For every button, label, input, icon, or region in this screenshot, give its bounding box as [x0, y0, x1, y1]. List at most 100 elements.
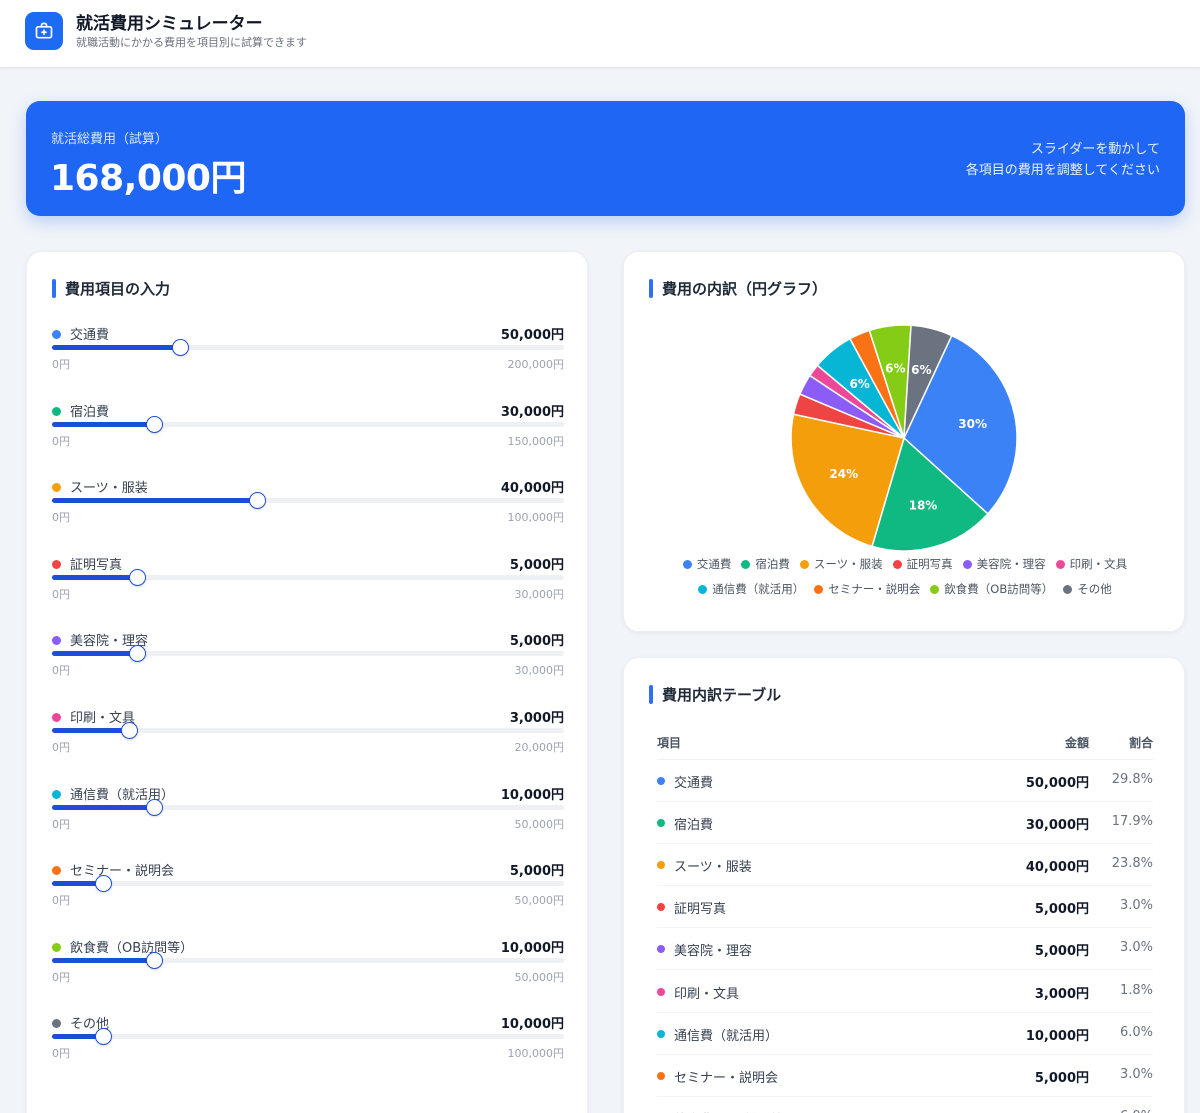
th-item[interactable]: 項目 — [657, 736, 682, 750]
slider-value: 10,000円 — [500, 787, 564, 803]
color-dot — [657, 777, 665, 785]
color-dot — [657, 861, 665, 870]
th-amount[interactable]: 金額 — [1064, 736, 1089, 750]
cost-slider[interactable] — [52, 645, 564, 663]
legend-dot — [698, 584, 708, 594]
slider-thumb[interactable] — [146, 951, 164, 969]
legend-dot — [1055, 559, 1065, 569]
row-share: 1.8% — [1119, 982, 1153, 998]
color-dot — [52, 713, 61, 722]
color-dot — [657, 987, 665, 996]
breakdown-table-card: 費用内訳テーブル 項目 金額 割合 交通費 50,000円 29.8% 宿泊費 30,0… — [623, 657, 1185, 1113]
cost-slider[interactable] — [52, 415, 564, 433]
cost-input-title: 費用項目の入力 — [52, 278, 170, 299]
table-row: 飲食費（OB訪問等） 10,000円 6.0% — [657, 1097, 1153, 1113]
slider-max-label: 20,000円 — [514, 741, 565, 754]
cost-slider[interactable] — [52, 568, 564, 586]
cost-slider[interactable] — [52, 339, 564, 356]
slider-thumb[interactable] — [95, 875, 113, 893]
legend-item[interactable]: 証明写真 — [892, 556, 953, 572]
slider-max-label: 200,000円 — [507, 358, 565, 371]
app-subtitle: 就職活動にかかる費用を項目別に試算できます — [76, 36, 307, 49]
slider-value: 5,000円 — [509, 864, 564, 880]
row-name: 美容院・理容 — [674, 944, 753, 960]
pie-slice[interactable] — [790, 413, 905, 548]
slider-label: セミナー・説明会 — [70, 864, 175, 880]
th-share[interactable]: 割合 — [1128, 736, 1153, 750]
legend-item[interactable]: セミナー・説明会 — [814, 581, 920, 597]
legend-item[interactable]: 通信費（就活用） — [698, 581, 804, 597]
slider-item: 交通費 50,000円 0円 200,000円 — [52, 324, 564, 384]
color-dot — [657, 945, 665, 954]
slider-item: 印刷・文具 3,000円 0円 20,000円 — [52, 707, 564, 767]
slider-value: 5,000円 — [509, 634, 564, 650]
slider-thumb[interactable] — [95, 1028, 113, 1046]
legend-item[interactable]: 交通費 — [682, 556, 732, 572]
slider-thumb[interactable] — [172, 339, 189, 356]
cost-slider[interactable] — [52, 722, 564, 739]
legend-dot — [741, 559, 751, 569]
slider-thumb[interactable] — [129, 568, 147, 586]
legend-item[interactable]: スーツ・服装 — [799, 556, 883, 572]
row-share: 23.8% — [1111, 856, 1153, 872]
row-share: 29.8% — [1111, 772, 1153, 787]
slider-thumb[interactable] — [120, 722, 138, 739]
color-dot — [52, 1019, 61, 1029]
slider-label: 宿泊費 — [70, 404, 110, 420]
slider-min-label: 0円 — [52, 664, 70, 678]
legend-item[interactable]: 宿泊費 — [741, 556, 790, 572]
table-row: 通信費（就活用） 10,000円 6.0% — [657, 1013, 1153, 1055]
color-dot — [52, 483, 61, 493]
legend-label: 美容院・理容 — [976, 557, 1046, 571]
slider-item: セミナー・説明会 5,000円 0円 50,000円 — [52, 860, 564, 920]
legend-dot — [962, 559, 972, 569]
slider-max-label: 100,000円 — [507, 511, 565, 525]
slider-thumb[interactable] — [129, 645, 147, 663]
cost-input-card: 費用項目の入力 交通費 50,000円 0円 200,000円 宿泊費 30,000円 0円… — [26, 251, 588, 1113]
cost-slider[interactable] — [52, 1028, 564, 1046]
slider-min-label: 0円 — [52, 817, 70, 831]
cost-slider[interactable] — [52, 875, 564, 893]
slider-min-label: 0円 — [52, 511, 70, 525]
pie-slice[interactable] — [903, 334, 1018, 515]
cost-slider[interactable] — [52, 798, 564, 816]
pie-chart: 30% 18% 24% 6% 6% 6% — [790, 324, 1018, 552]
slider-thumb[interactable] — [248, 492, 266, 510]
app-title: 就活費用シミュレーター — [76, 14, 263, 34]
pie-slice-label: 6% — [885, 361, 905, 375]
slider-fill — [52, 574, 138, 580]
cost-slider[interactable] — [52, 492, 564, 510]
banner-hint: スライダーを動かして 各項目の費用を調整してください — [966, 139, 1160, 181]
row-name: 交通費 — [674, 776, 714, 791]
slider-value: 10,000円 — [500, 1017, 564, 1033]
table-row: 宿泊費 30,000円 17.9% — [657, 802, 1153, 845]
legend-item[interactable]: 美容院・理容 — [962, 556, 1046, 572]
slider-item: 美容院・理容 5,000円 0円 30,000円 — [52, 630, 564, 690]
color-dot — [52, 942, 61, 952]
slider-thumb[interactable] — [146, 798, 164, 816]
legend-dot — [814, 584, 824, 594]
pie-slice-label: 24% — [829, 467, 858, 481]
legend-label: 交通費 — [696, 557, 732, 571]
color-dot — [52, 330, 61, 339]
cost-slider[interactable] — [52, 951, 564, 969]
legend-item[interactable]: その他 — [1063, 581, 1112, 597]
legend-item[interactable]: 印刷・文具 — [1055, 556, 1127, 572]
pie-slice-label: 6% — [849, 377, 869, 391]
legend-label: セミナー・説明会 — [828, 582, 921, 596]
slider-fill — [52, 421, 155, 427]
legend-item[interactable]: 飲食費（OB訪問等） — [930, 581, 1053, 597]
table-row: 交通費 50,000円 29.8% — [657, 760, 1153, 802]
legend-dot — [682, 559, 692, 569]
pie-slice[interactable] — [871, 436, 989, 552]
row-amount: 50,000円 — [1025, 776, 1089, 791]
slider-thumb[interactable] — [146, 415, 164, 433]
table-row: 証明写真 5,000円 3.0% — [657, 886, 1153, 929]
row-amount: 10,000円 — [989, 1109, 1089, 1113]
table-row: 印刷・文具 3,000円 1.8% — [657, 971, 1153, 1013]
slider-label: スーツ・服装 — [70, 481, 148, 497]
pie-slice[interactable] — [903, 324, 953, 439]
slider-fill — [52, 345, 180, 350]
total-banner: 就活総費用（試算） 168,000円 スライダーを動かして 各項目の費用を調整し… — [26, 101, 1185, 216]
row-name: セミナー・説明会 — [674, 1070, 779, 1086]
